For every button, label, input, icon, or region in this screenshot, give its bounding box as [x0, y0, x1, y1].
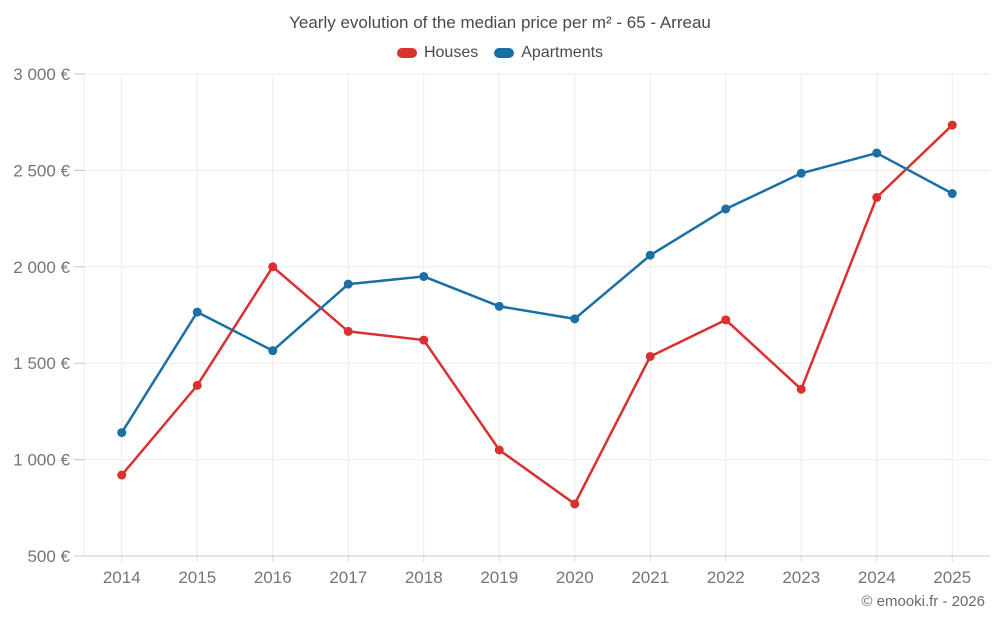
data-point-apartments-2016[interactable]	[268, 346, 278, 356]
data-point-houses-2023[interactable]	[796, 384, 806, 394]
data-point-apartments-2020[interactable]	[570, 314, 580, 324]
houses-legend-label: Houses	[423, 44, 479, 61]
legend-item-apartments[interactable]: Apartments	[494, 44, 603, 62]
data-point-apartments-2014[interactable]	[117, 428, 127, 438]
data-point-apartments-2023[interactable]	[796, 168, 806, 178]
data-point-houses-2020[interactable]	[570, 499, 580, 509]
x-tick-label: 2020	[556, 568, 594, 587]
x-tick-label: 2017	[329, 568, 367, 587]
y-tick-label: 1 500 €	[13, 354, 70, 373]
apartments-legend-swatch-icon	[494, 48, 515, 58]
data-point-houses-2024[interactable]	[872, 192, 882, 202]
legend-item-houses[interactable]: Houses	[396, 44, 479, 62]
data-point-apartments-2018[interactable]	[419, 271, 429, 281]
data-point-houses-2018[interactable]	[419, 335, 429, 345]
houses-legend-swatch-icon	[396, 48, 417, 58]
data-point-houses-2014[interactable]	[117, 470, 127, 480]
x-tick-label: 2022	[707, 568, 745, 587]
attribution: © emooki.fr - 2026	[861, 593, 985, 610]
data-point-houses-2019[interactable]	[494, 445, 504, 455]
data-point-apartments-2017[interactable]	[343, 279, 353, 289]
x-tick-label: 2021	[631, 568, 669, 587]
series-line-apartments	[120, 151, 954, 434]
chart-title: Yearly evolution of the median price per…	[289, 13, 711, 32]
x-tick-label: 2015	[178, 568, 216, 587]
data-point-houses-2021[interactable]	[645, 351, 655, 361]
data-point-apartments-2025[interactable]	[947, 189, 957, 199]
apartments-legend-label: Apartments	[521, 44, 604, 61]
data-point-houses-2017[interactable]	[343, 326, 353, 336]
y-tick-label: 2 000 €	[13, 258, 70, 277]
y-tick-label: 3 000 €	[13, 65, 70, 84]
data-point-apartments-2024[interactable]	[872, 148, 882, 158]
data-point-houses-2025[interactable]	[947, 120, 957, 130]
x-tick-label: 2018	[405, 568, 443, 587]
data-point-houses-2015[interactable]	[192, 380, 202, 390]
data-point-houses-2016[interactable]	[268, 262, 278, 272]
y-tick-label: 500 €	[27, 547, 70, 566]
x-tick-label: 2024	[858, 568, 896, 587]
y-tick-label: 1 000 €	[13, 451, 70, 470]
data-point-apartments-2019[interactable]	[494, 301, 504, 311]
data-point-apartments-2015[interactable]	[192, 307, 202, 317]
x-tick-label: 2016	[254, 568, 292, 587]
data-point-apartments-2022[interactable]	[721, 204, 731, 214]
series-line-houses	[120, 123, 954, 506]
x-tick-label: 2023	[782, 568, 820, 587]
legend: Houses Apartments	[0, 44, 1000, 62]
data-point-houses-2022[interactable]	[721, 315, 731, 325]
x-tick-label: 2014	[103, 568, 141, 587]
y-tick-label: 2 500 €	[13, 161, 70, 180]
data-point-apartments-2021[interactable]	[645, 250, 655, 260]
x-tick-label: 2019	[480, 568, 518, 587]
x-tick-label: 2025	[933, 568, 971, 587]
